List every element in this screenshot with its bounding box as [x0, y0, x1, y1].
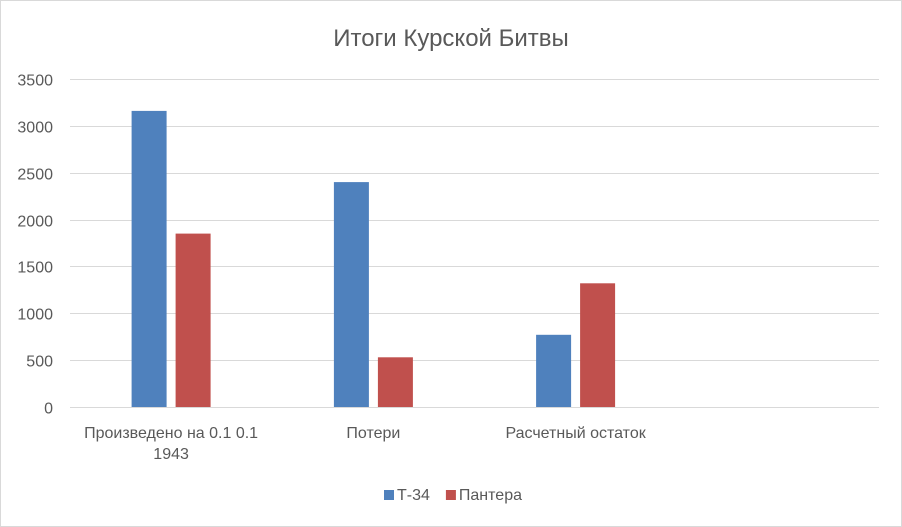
legend-label: Пантера: [459, 487, 522, 504]
legend-label: Т-34: [397, 487, 430, 504]
legend-swatch: [384, 490, 394, 500]
bar-t34: [333, 182, 369, 407]
y-tick-label: 2000: [17, 214, 53, 231]
y-tick-label: 3500: [17, 73, 53, 90]
x-category-label: Потери: [346, 425, 400, 442]
bar-panther: [580, 283, 616, 407]
x-category-label: Произведено на 0.1 0.1: [84, 425, 258, 442]
y-tick-label: 1000: [17, 307, 53, 324]
x-category-label: Расчетный остаток: [505, 425, 646, 442]
bar-t34: [131, 110, 167, 408]
y-tick-label: 0: [44, 401, 53, 418]
legend: Т-34 Пантера: [384, 487, 522, 504]
y-tick-label: 3000: [17, 120, 53, 137]
legend-swatch: [445, 490, 456, 500]
y-tick-label: 1500: [17, 260, 53, 277]
y-tick-label: 2500: [17, 167, 53, 184]
y-axis-ticks: 0 500 1000 1500 2000 2500 3000 3500: [17, 73, 53, 418]
bar-t34: [536, 334, 572, 407]
chart-title: Итоги Курской Битвы: [333, 25, 569, 52]
bar-panther: [377, 357, 413, 407]
y-tick-label: 500: [26, 354, 53, 371]
bar-panther: [175, 233, 211, 407]
x-category-label: 1943: [153, 446, 189, 463]
x-axis-labels: Произведено на 0.1 0.1 1943 Потери Расчетны…: [84, 425, 647, 463]
bars: [131, 110, 616, 408]
